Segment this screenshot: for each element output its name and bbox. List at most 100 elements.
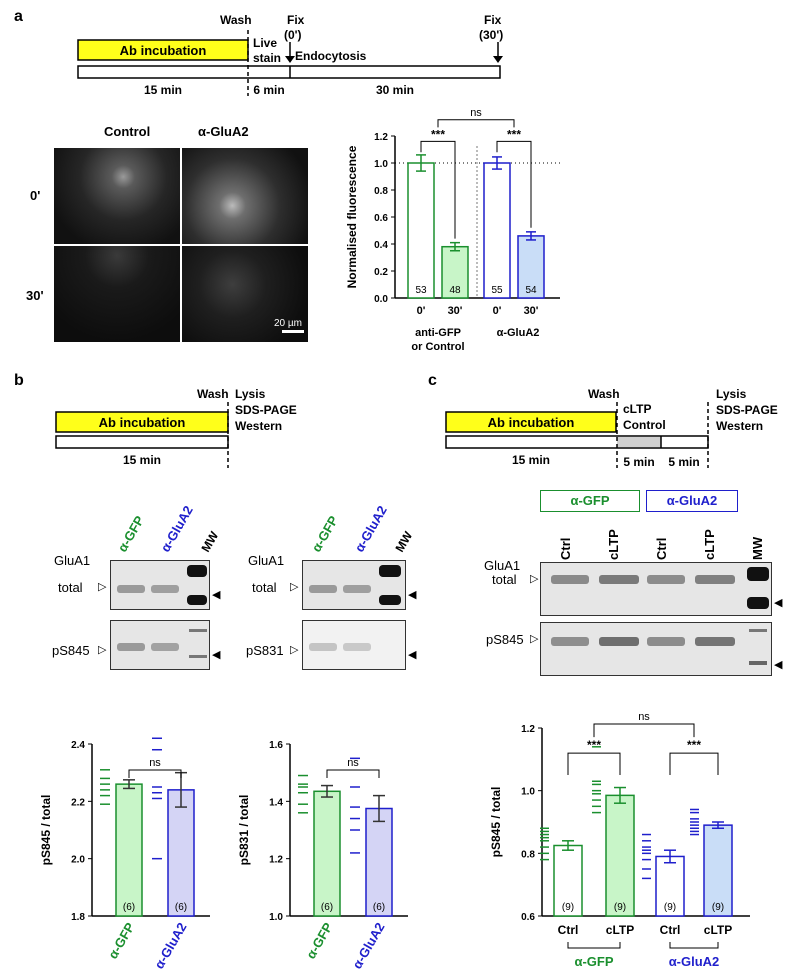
wash-label-c: Wash (588, 387, 620, 401)
bar (483, 162, 511, 299)
lane-label-aglua2: α-GluA2 (158, 505, 196, 555)
micrograph-control-30 (54, 246, 180, 342)
ab-incubation-label-b: Ab incubation (99, 415, 186, 430)
arrow-filled-icon: ◀ (774, 659, 783, 671)
lane-label-mw: MW (392, 528, 415, 554)
bar (115, 783, 143, 917)
row-label-30: 30' (26, 288, 44, 303)
y-tick-label: 2.0 (71, 855, 85, 866)
group-bracket (567, 942, 621, 949)
sig-bracket (593, 723, 695, 738)
lane-label-cltp: cLTP (606, 529, 621, 560)
bar (407, 162, 435, 299)
sig-bracket (567, 752, 621, 775)
sig-label: ns (638, 711, 650, 723)
duration-15min-c: 15 min (512, 453, 550, 467)
sig-bracket (420, 140, 456, 239)
control-label: Control (623, 418, 666, 432)
bar (313, 790, 341, 917)
blot-b-right-phospho-image (302, 620, 406, 670)
x-tick-label: α-GFP (105, 920, 138, 962)
lane-label-agfp: α-GFP (309, 513, 342, 555)
duration-15min-a: 15 min (144, 83, 182, 97)
scale-bar-label: 20 µm (274, 318, 302, 329)
y-tick-label: 0.8 (521, 849, 535, 860)
y-tick-label: 2.4 (71, 740, 85, 751)
y-tick-label: 1.2 (374, 132, 388, 143)
sig-label: ns (149, 757, 161, 769)
n-label: (6) (175, 902, 187, 913)
x-tick-label: Ctrl (660, 923, 681, 937)
micrograph-aglua2-30 (182, 246, 308, 342)
blot-b-left-phospho-image (110, 620, 210, 670)
x-tick-label: 30' (524, 305, 539, 317)
lane-label-aglua2: α-GluA2 (352, 505, 390, 555)
y-tick-label: 1.0 (269, 912, 283, 923)
micrograph-control-0 (54, 148, 180, 244)
arrow-filled-icon: ◀ (212, 649, 221, 661)
x-tick-label: α-GluA2 (349, 920, 387, 970)
timeline-a: Ab incubation Wash Live stain Fix (0') E… (77, 13, 503, 97)
fix30-label: Fix (484, 13, 502, 27)
stain-label: stain (253, 51, 281, 65)
row-label-0: 0' (30, 188, 41, 203)
scale-bar (282, 330, 304, 333)
y-axis-label: pS845 / total (489, 787, 503, 858)
blot-b-left-phospho: pS845 (52, 643, 90, 658)
blot-b-right-lane-labels: α-GFP α-GluA2 MW (309, 505, 416, 555)
n-label: (6) (321, 902, 333, 913)
blot-b-left-total: total (58, 580, 83, 595)
panel-letter-c: c (428, 372, 437, 389)
duration-5min-cltp: 5 min (623, 455, 654, 469)
bar (167, 789, 195, 917)
blot-b-right-glua1: GluA1 (248, 553, 285, 568)
sig-bracket (326, 769, 380, 778)
arrow-open-icon: ▷ (98, 644, 107, 656)
x-tick-label: 0' (493, 305, 502, 317)
blot-b-left-lane-labels: α-GFP α-GluA2 MW (115, 505, 222, 555)
blot-b-right-total-image (302, 560, 406, 610)
fix0-arrow (285, 56, 295, 63)
n-label: (6) (373, 902, 385, 913)
sig-bracket (496, 140, 532, 228)
arrow-open-icon: ▷ (530, 633, 539, 645)
sig-label: *** (687, 738, 701, 752)
panel-letter-a: a (14, 8, 23, 25)
arrow-open-icon: ▷ (290, 581, 299, 593)
group-label: α-GluA2 (497, 327, 540, 339)
chart-ps845-total-b: 1.8 2.0 2.2 2.4 pS845 / total (6) α-GFP (6) α-Gl… (39, 737, 210, 970)
blot-c-phospho: pS845 (486, 632, 524, 647)
lane-label-agfp: α-GFP (115, 513, 148, 555)
y-tick-label: 0.6 (374, 213, 388, 224)
lysis-label-b: Lysis (235, 387, 266, 401)
n-label: 53 (415, 285, 427, 296)
y-tick-label: 1.8 (71, 912, 85, 923)
panel-letter-b: b (14, 372, 24, 389)
duration-30min: 30 min (376, 83, 414, 97)
n-label: (9) (562, 902, 574, 913)
y-axis-label: pS845 / total (39, 795, 53, 866)
lane-label-ctrl: Ctrl (558, 538, 573, 560)
sds-label-c: SDS-PAGE (716, 403, 778, 417)
arrow-filled-icon: ◀ (212, 589, 221, 601)
duration-5min-rest: 5 min (668, 455, 699, 469)
blot-c-phospho-image (540, 622, 772, 676)
cltp-label: cLTP (623, 402, 651, 416)
group-bracket (669, 942, 719, 949)
group-label-agfp: α-GFP (574, 954, 613, 969)
ab-incubation-label: Ab incubation (120, 43, 207, 58)
y-tick-label: 0.4 (374, 240, 388, 251)
y-tick-label: 0.6 (521, 912, 535, 923)
lane-label-mw: MW (198, 528, 221, 554)
blot-c-lane-labels: Ctrl cLTP Ctrl cLTP MW (558, 529, 765, 560)
chart-ps831-total-b: 1.0 1.2 1.4 1.6 pS831 / total (6) α-GFP (6) α-Gl… (237, 740, 408, 970)
col-label-aglua2: α-GluA2 (198, 124, 249, 139)
sig-label: ns (347, 757, 359, 769)
blot-c-total: total (492, 572, 517, 587)
bar (553, 844, 583, 917)
y-tick-label: 0.0 (374, 294, 388, 305)
y-axis-label: pS831 / total (237, 795, 251, 866)
arrow-filled-icon: ◀ (408, 649, 417, 661)
n-label: 48 (449, 285, 461, 296)
fix0-label: Fix (287, 13, 305, 27)
